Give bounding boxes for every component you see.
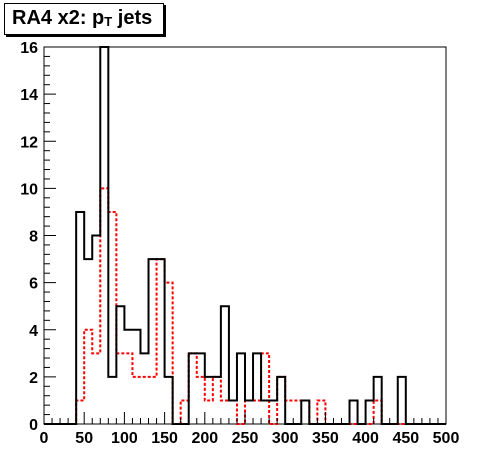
title-main: RA4 x2: p: [12, 7, 105, 29]
x-tick-label: 250: [232, 430, 259, 447]
y-tick-label: 2: [29, 370, 38, 387]
x-tick-label: 300: [272, 430, 299, 447]
x-tick-label: 450: [392, 430, 419, 447]
x-tick-label: 200: [191, 430, 218, 447]
y-tick-label: 16: [20, 40, 38, 57]
y-tick-label: 10: [20, 181, 38, 198]
y-tick-label: 8: [29, 229, 38, 246]
y-tick-label: 0: [29, 417, 38, 434]
x-tick-label: 400: [352, 430, 379, 447]
x-tick-label: 150: [151, 430, 178, 447]
x-tick-label: 100: [111, 430, 138, 447]
x-tick-label: 50: [75, 430, 93, 447]
title-suffix: jets: [112, 7, 153, 29]
y-tick-label: 14: [20, 87, 38, 104]
x-tick-label: 350: [312, 430, 339, 447]
y-tick-label: 6: [29, 276, 38, 293]
title-subscript: T: [104, 14, 113, 29]
x-tick-label: 500: [433, 430, 460, 447]
y-tick-label: 4: [29, 323, 38, 340]
plot-title: RA4 x2: pT jets: [4, 3, 164, 35]
y-tick-label: 12: [20, 134, 38, 151]
series-black-solid-histogram: [44, 46, 446, 425]
x-tick-label: 0: [40, 430, 49, 447]
